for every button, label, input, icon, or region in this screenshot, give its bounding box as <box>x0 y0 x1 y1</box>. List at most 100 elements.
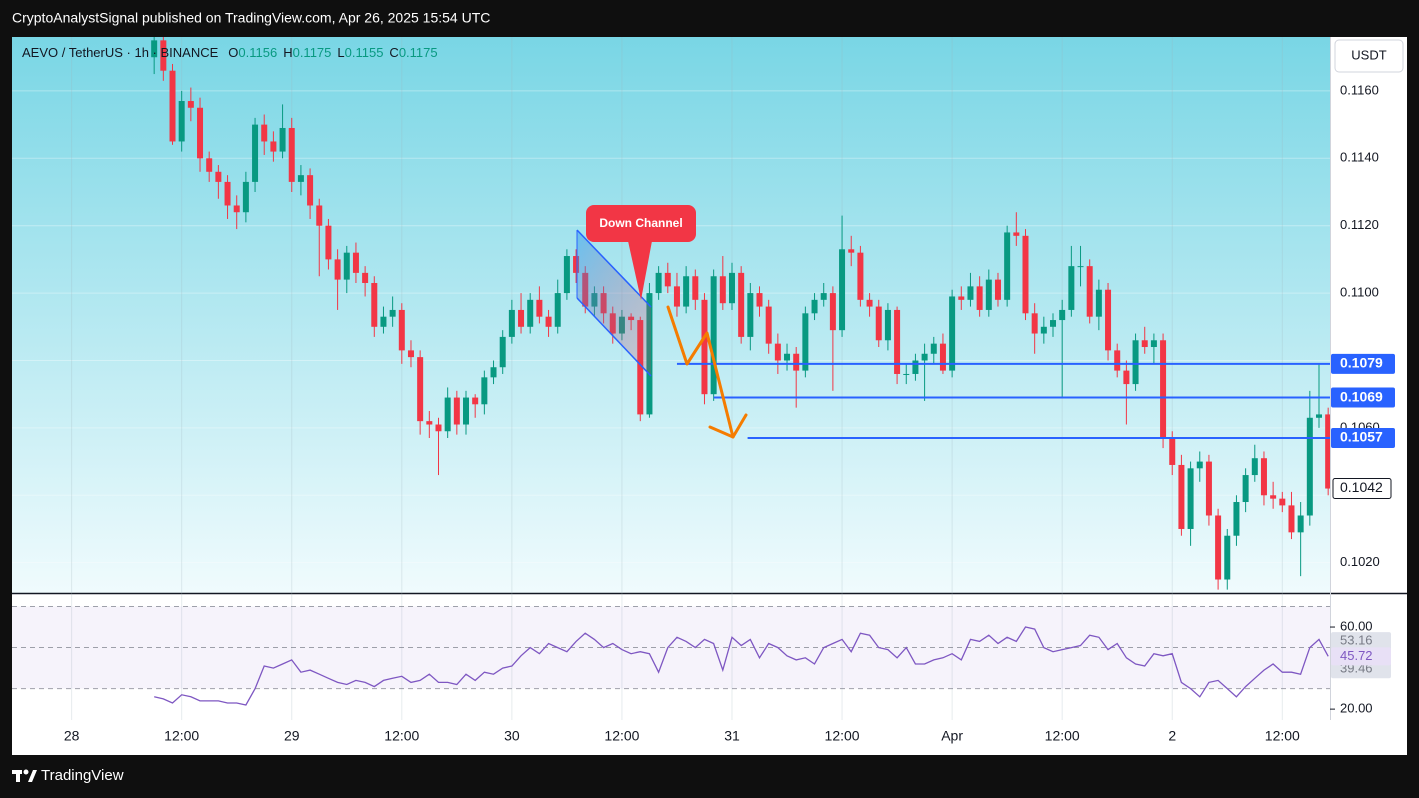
x-tick-label: 12:00 <box>384 728 419 744</box>
down-channel <box>576 229 652 377</box>
candle-body <box>857 252 864 300</box>
x-tick-label: 29 <box>284 728 300 744</box>
byline: CryptoAnalystSignal published on Trading… <box>12 10 490 26</box>
ohlc-label: L <box>337 45 344 60</box>
x-tick-label: 2 <box>1168 728 1176 744</box>
candle-body <box>270 141 277 152</box>
candle-body <box>573 256 580 273</box>
candle-body <box>536 299 543 317</box>
candle-body <box>683 276 690 307</box>
candle-body <box>343 252 350 280</box>
currency[interactable]: USDT <box>1351 47 1386 62</box>
x-tick-label: 31 <box>724 728 740 744</box>
level-label-box <box>1331 353 1395 374</box>
level-label: 0.1069 <box>1340 388 1383 404</box>
candle-body <box>848 249 855 253</box>
rsi-band-value-box <box>1331 632 1391 651</box>
y-tick-label: 0.1120 <box>1340 217 1379 232</box>
candle-body <box>197 107 204 159</box>
candle-body <box>508 309 515 337</box>
channel-bottom <box>576 297 652 377</box>
candle-body <box>1325 414 1330 489</box>
x-tick-label: Apr <box>941 728 963 744</box>
candle-body <box>719 276 726 304</box>
zigzag <box>666 305 735 439</box>
candle-body <box>1105 289 1112 351</box>
candle-body <box>444 397 451 432</box>
candle-body <box>1251 458 1258 476</box>
candle-body <box>169 70 176 142</box>
rsi-tick-label: 20.00 <box>1340 701 1373 716</box>
candle-body <box>921 353 928 361</box>
candle-body <box>563 256 570 294</box>
logo-part <box>28 770 37 782</box>
candle-body <box>206 158 213 172</box>
candle-body <box>426 421 433 425</box>
brand: TradingView <box>41 767 124 784</box>
candle-body <box>371 282 378 327</box>
candle-body <box>664 272 671 287</box>
candle-body <box>1160 340 1167 438</box>
candle-body <box>1004 232 1011 300</box>
rsi-pane <box>12 594 1330 720</box>
candle-body <box>784 353 791 361</box>
currency-button[interactable] <box>1334 39 1404 73</box>
candle-body <box>1114 350 1121 371</box>
candle-body <box>187 101 194 108</box>
logo-part <box>23 769 29 775</box>
ohlc-label: C <box>389 45 398 60</box>
y-tick-label: 0.1020 <box>1340 554 1380 569</box>
candle-body <box>325 225 332 260</box>
candle-body <box>1224 535 1231 580</box>
level-label: 0.1057 <box>1340 429 1383 445</box>
candle-body <box>463 397 470 425</box>
rsi-line <box>154 626 1329 706</box>
candle-body <box>398 309 405 351</box>
last-price: 0.1042 <box>1340 479 1383 495</box>
candle-body <box>958 296 965 300</box>
candle-body <box>1123 370 1130 385</box>
candle-body <box>884 309 891 341</box>
candle-body <box>1288 505 1295 533</box>
symbol-legend: AEVO / TetherUS · 1h · BINANCE O0.1156 H0.… <box>22 45 438 60</box>
candle-body <box>554 293 561 327</box>
candle-body <box>976 286 983 310</box>
candle-body <box>1187 468 1194 529</box>
candle-body <box>1132 340 1139 385</box>
brand-logo <box>12 769 37 782</box>
candle-body <box>728 272 735 304</box>
candle-body <box>389 309 396 317</box>
candle-body <box>1169 437 1176 465</box>
candle-body <box>710 276 717 395</box>
candle-body <box>820 293 827 300</box>
candle-body <box>472 397 479 405</box>
candle-body <box>802 313 809 371</box>
candle-body <box>1077 266 1084 268</box>
candle-body <box>1095 289 1102 317</box>
candle-body <box>655 272 662 294</box>
level-label-box <box>1331 427 1395 448</box>
candle-body <box>1215 515 1222 580</box>
candle-body <box>756 293 763 307</box>
x-tick-label: 28 <box>64 728 80 744</box>
candle-body <box>1315 414 1322 418</box>
candle-body <box>527 299 534 327</box>
x-tick-label: 30 <box>504 728 520 744</box>
candle-body <box>1270 495 1277 499</box>
ohlc-value: 0.1156 <box>238 45 277 60</box>
x-tick-label: 12:00 <box>1045 728 1080 744</box>
candle-body <box>1013 232 1020 236</box>
candle-body <box>160 40 167 71</box>
candle-body <box>233 205 240 213</box>
candle-body <box>453 397 460 425</box>
candle-body <box>545 316 552 327</box>
x-tick-label: 12:00 <box>825 728 860 744</box>
candle-body <box>215 171 222 182</box>
candle-body <box>151 40 158 58</box>
level-label-box <box>1331 387 1395 408</box>
candle-body <box>967 286 974 300</box>
x-tick-label: 12:00 <box>164 728 199 744</box>
callout-text: Down Channel <box>599 216 682 230</box>
candle-body <box>793 353 800 371</box>
